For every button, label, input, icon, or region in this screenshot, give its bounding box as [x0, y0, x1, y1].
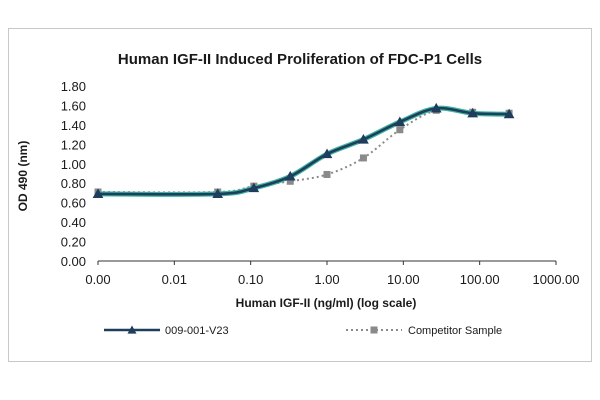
series-line	[97, 106, 510, 196]
y-tick-label: 1.80	[61, 79, 86, 94]
y-axis-label: OD 490 (nm)	[16, 141, 30, 212]
y-tick-label: 1.20	[61, 137, 86, 152]
y-tick-label: 0.00	[61, 254, 86, 269]
legend-item: 009-001-V23	[104, 325, 229, 337]
legend-marker	[370, 326, 378, 334]
data-point	[92, 188, 104, 199]
data-point	[212, 188, 224, 199]
y-tick-label: 1.60	[61, 98, 86, 113]
legend-label: 009-001-V23	[165, 325, 229, 337]
x-axis-ticks: 0.00 0.01 0.10 1.00 10.00 100.00 1000.00	[85, 261, 580, 287]
legend-item: Competitor Sample	[346, 325, 502, 337]
y-tick-label: 1.40	[61, 118, 86, 133]
data-point	[323, 170, 331, 178]
data-point	[321, 148, 333, 159]
data-point	[359, 154, 367, 162]
x-tick-label: 100.00	[460, 272, 500, 287]
data-point	[467, 107, 479, 118]
y-axis-ticks: 0.00 0.20 0.40 0.60 0.80 1.00 1.20 1.40 1.60 1.80	[61, 79, 86, 269]
chart-title: Human IGF-II Induced Proliferation of FD…	[118, 51, 482, 68]
data-point	[284, 170, 296, 181]
data-point	[430, 102, 442, 113]
x-axis-label: Human IGF-II (ng/ml) (log scale)	[236, 296, 417, 310]
x-tick-label: 1.00	[314, 272, 339, 287]
series-line	[97, 108, 510, 194]
y-tick-label: 0.20	[61, 235, 86, 250]
data-point	[396, 126, 404, 134]
series-line-shadow	[95, 105, 512, 197]
y-tick-label: 0.40	[61, 215, 86, 230]
x-tick-label: 0.01	[162, 272, 187, 287]
legend: 009-001-V23 Competitor Sample	[104, 325, 502, 337]
x-tick-label: 0.10	[238, 272, 263, 287]
data-point	[286, 177, 294, 185]
data-point	[248, 182, 260, 193]
data-point	[503, 108, 515, 119]
series-layer	[92, 102, 515, 199]
series-main	[92, 102, 515, 199]
data-point	[358, 133, 369, 144]
x-tick-label: 0.00	[85, 272, 110, 287]
y-tick-label: 0.60	[61, 196, 86, 211]
legend-label: Competitor Sample	[408, 325, 502, 337]
y-tick-label: 1.00	[61, 157, 86, 172]
x-tick-label: 1000.00	[533, 272, 580, 287]
y-tick-label: 0.80	[61, 176, 86, 191]
series-competitor	[94, 106, 513, 196]
data-point	[394, 116, 406, 127]
legend-marker	[127, 325, 137, 334]
x-tick-label: 10.00	[387, 272, 420, 287]
